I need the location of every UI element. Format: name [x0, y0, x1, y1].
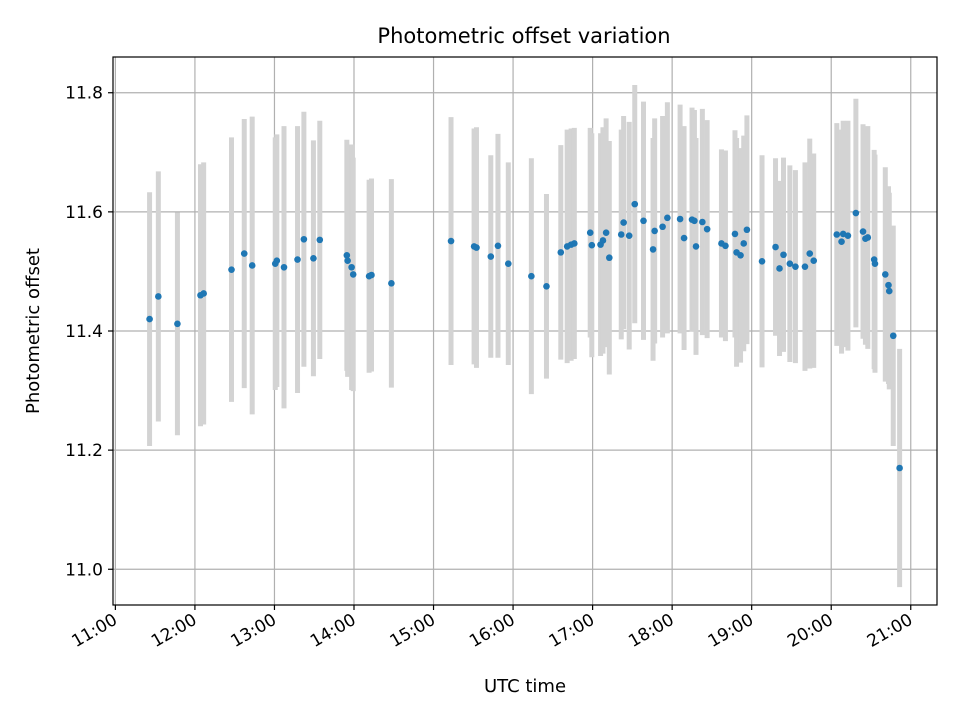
x-tick-label: 21:00 [864, 610, 916, 652]
y-axis-label: Photometric offset [23, 248, 44, 414]
x-tick-label: 14:00 [307, 610, 359, 652]
data-point [776, 265, 783, 272]
data-point [722, 242, 729, 250]
data-point [699, 218, 706, 226]
data-point [680, 234, 688, 242]
x-tick-label: 13:00 [228, 610, 280, 652]
data-point [737, 252, 744, 259]
data-point [473, 244, 480, 251]
data-point [248, 262, 256, 269]
data-point [155, 293, 162, 300]
error-bars [147, 84, 903, 588]
data-point [504, 260, 512, 267]
x-tick-label: 20:00 [784, 610, 836, 652]
data-point [294, 256, 301, 263]
data-point [200, 290, 207, 297]
data-point [588, 241, 596, 249]
x-axis-ticks: 11:00 12:00 13:00 14:00 15:00 16:00 17:00 18:00… [68, 605, 916, 652]
y-tick-label: 11.0 [65, 560, 103, 580]
data-point [792, 263, 799, 270]
chart-title: Photometric offset variation [377, 24, 670, 48]
data-point [786, 260, 794, 267]
x-axis-label: UTC time [484, 676, 566, 697]
data-point [676, 215, 684, 223]
data-point [447, 237, 455, 245]
data-point [280, 263, 288, 271]
data-point [348, 263, 355, 271]
data-point [240, 250, 248, 257]
data-point [631, 200, 639, 208]
data-point [310, 255, 317, 262]
data-point [273, 257, 281, 265]
data-point [571, 240, 578, 247]
data-point [651, 227, 658, 235]
data-point [146, 315, 153, 323]
data-point [885, 287, 893, 295]
x-tick-label: 16:00 [466, 610, 518, 652]
data-point [852, 209, 860, 217]
data-point [343, 252, 351, 259]
data-point [731, 230, 739, 238]
y-tick-label: 11.6 [65, 203, 103, 223]
data-point [743, 226, 751, 234]
data-point [528, 272, 535, 280]
data-point [625, 232, 633, 239]
data-point [300, 235, 308, 243]
data-point [664, 214, 671, 222]
data-point [833, 231, 841, 238]
data-point [889, 332, 897, 340]
data-point [640, 217, 647, 225]
data-point [543, 283, 550, 290]
data-point [487, 253, 495, 260]
y-axis-ticks: 11.0 11.2 11.4 11.6 11.8 [65, 84, 113, 580]
data-point [494, 242, 502, 250]
data-point [228, 266, 235, 273]
data-point [780, 251, 787, 259]
x-tick-label: 12:00 [148, 610, 200, 652]
data-point [174, 320, 181, 328]
data-point [703, 225, 711, 233]
data-point [602, 229, 610, 237]
data-point [810, 257, 818, 265]
data-point [838, 238, 845, 245]
y-tick-label: 11.2 [65, 441, 103, 461]
x-tick-label: 17:00 [546, 610, 598, 652]
data-point [758, 258, 766, 265]
data-point [316, 236, 324, 244]
data-point [617, 231, 625, 238]
data-point [599, 237, 607, 244]
data-point [806, 250, 814, 257]
x-tick-label: 11:00 [68, 610, 120, 652]
data-point [772, 243, 779, 251]
data-point [692, 243, 700, 250]
y-tick-label: 11.8 [65, 84, 103, 104]
data-point [864, 234, 872, 241]
data-point [606, 254, 613, 262]
data-point [740, 240, 748, 247]
data-point [344, 257, 351, 265]
data-point [859, 228, 867, 235]
data-point [620, 219, 627, 226]
data-point [388, 280, 395, 287]
data-point [659, 223, 666, 231]
x-tick-label: 15:00 [387, 610, 439, 652]
data-point [691, 217, 698, 225]
data-point [649, 246, 657, 253]
x-tick-label: 19:00 [705, 610, 757, 652]
y-tick-label: 11.4 [65, 322, 103, 342]
x-tick-label: 18:00 [625, 610, 677, 652]
data-point [801, 263, 809, 270]
data-point [871, 260, 879, 267]
gridlines [113, 57, 937, 605]
data-point [844, 232, 852, 239]
data-points [146, 200, 903, 472]
data-point [586, 229, 594, 237]
data-point [896, 464, 903, 472]
data-point [882, 271, 889, 278]
data-point [557, 249, 565, 256]
data-point [885, 281, 892, 289]
data-point [368, 271, 375, 279]
data-point [349, 271, 357, 278]
